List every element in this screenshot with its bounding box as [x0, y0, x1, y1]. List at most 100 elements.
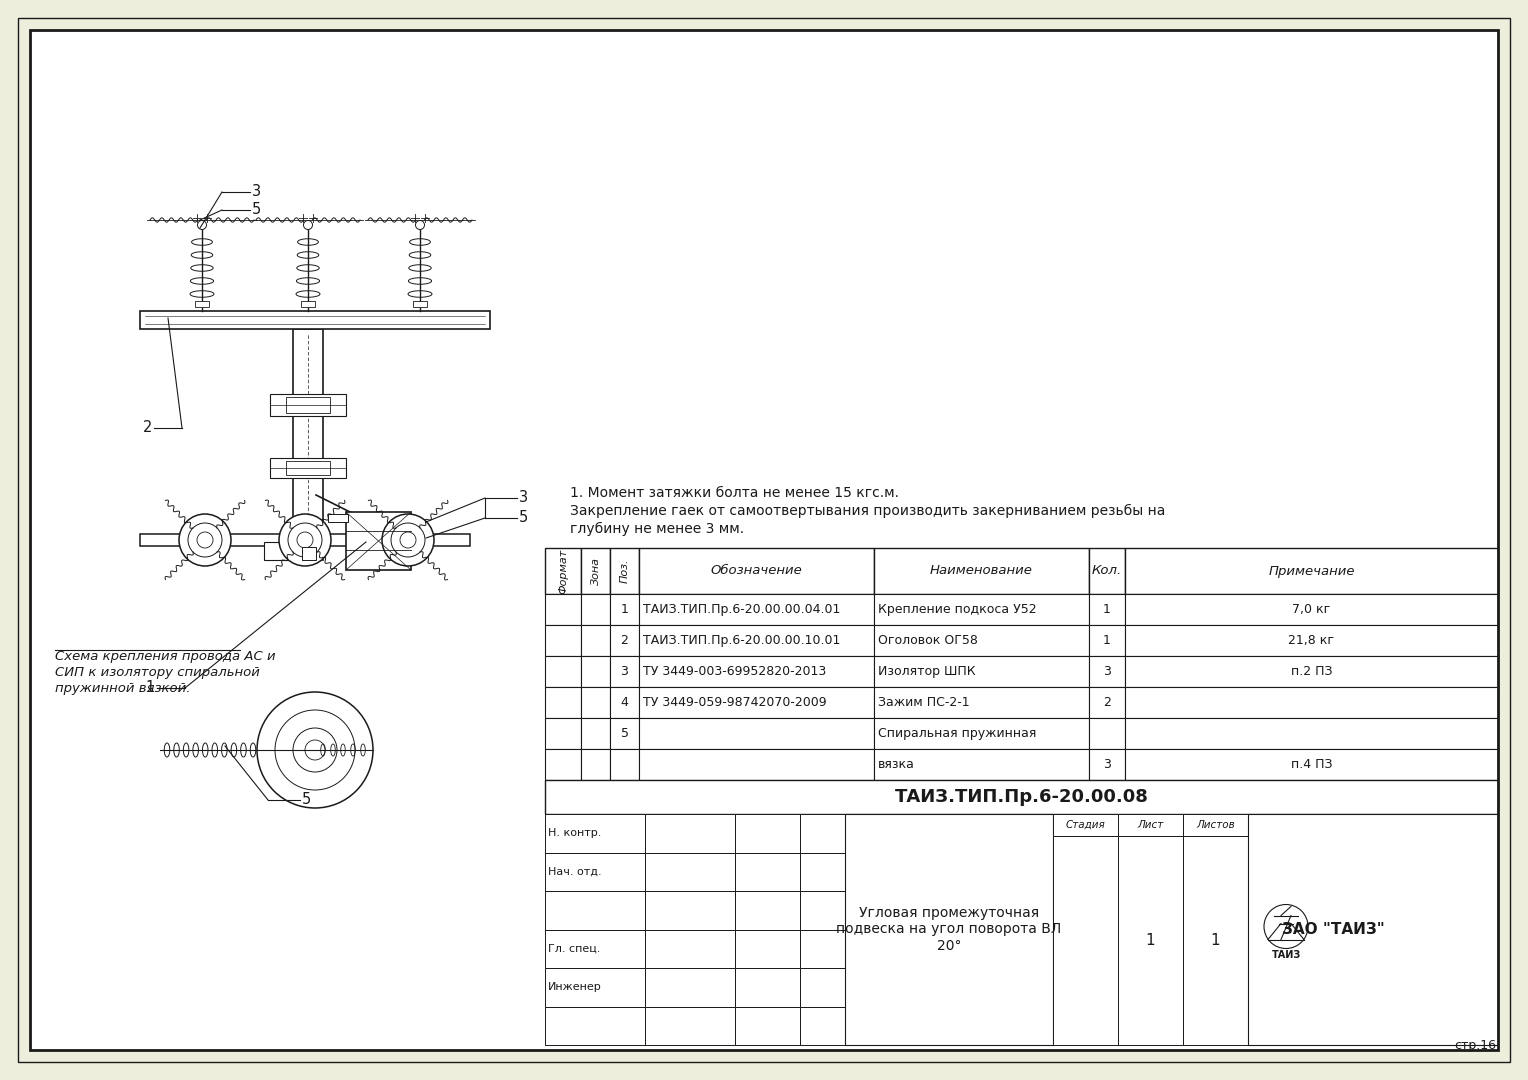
Bar — [801, 968, 845, 1007]
Text: 1. Момент затяжки болта не менее 15 кгс.м.: 1. Момент затяжки болта не менее 15 кгс.… — [570, 486, 898, 500]
Text: 4: 4 — [620, 696, 628, 708]
Bar — [413, 301, 426, 307]
Bar — [545, 852, 645, 891]
Circle shape — [179, 514, 231, 566]
Bar — [581, 548, 610, 594]
Bar — [874, 656, 1089, 687]
Bar — [874, 718, 1089, 750]
Text: Изолятор ШПК: Изолятор ШПК — [879, 665, 975, 678]
Bar — [1183, 814, 1248, 836]
Circle shape — [306, 740, 325, 760]
Bar — [1089, 548, 1125, 594]
Text: Поз.: Поз. — [619, 558, 630, 583]
Bar — [545, 625, 581, 656]
Bar — [545, 594, 581, 625]
Circle shape — [197, 532, 212, 548]
Circle shape — [287, 523, 322, 557]
Text: 5: 5 — [620, 727, 628, 740]
Bar — [270, 394, 345, 416]
Text: Схема крепления провода АС и: Схема крепления провода АС и — [55, 650, 275, 663]
Bar — [1125, 687, 1497, 718]
Text: ЗАО "ТАИЗ": ЗАО "ТАИЗ" — [1282, 922, 1384, 937]
Bar — [1183, 836, 1248, 1045]
Bar — [1053, 814, 1118, 836]
Bar — [293, 329, 322, 561]
Bar — [639, 656, 874, 687]
Text: Инженер: Инженер — [549, 982, 602, 993]
Text: Закрепление гаек от самоотвертывания производить закерниванием резьбы на: Закрепление гаек от самоотвертывания про… — [570, 504, 1166, 518]
Bar — [735, 814, 801, 852]
Bar — [1089, 656, 1125, 687]
Text: Обозначение: Обозначение — [711, 565, 802, 578]
Bar — [270, 458, 345, 478]
Circle shape — [293, 728, 338, 772]
Circle shape — [296, 532, 313, 548]
Text: Наименование: Наименование — [931, 565, 1033, 578]
Bar — [610, 656, 639, 687]
Bar — [610, 548, 639, 594]
Bar — [581, 656, 610, 687]
Text: Примечание: Примечание — [1268, 565, 1355, 578]
Bar — [545, 1007, 645, 1045]
Text: 3: 3 — [252, 185, 261, 200]
Bar — [801, 930, 845, 968]
Bar — [645, 891, 735, 930]
Circle shape — [391, 523, 425, 557]
Bar — [545, 548, 581, 594]
Bar — [1125, 718, 1497, 750]
Bar — [141, 534, 471, 546]
Bar — [303, 546, 316, 561]
Text: Нач. отд.: Нач. отд. — [549, 867, 602, 877]
Bar — [735, 1007, 801, 1045]
Text: 2: 2 — [142, 420, 151, 435]
Bar — [801, 891, 845, 930]
Text: Стадия: Стадия — [1065, 820, 1105, 831]
Text: 2: 2 — [1103, 696, 1111, 708]
Bar — [610, 594, 639, 625]
Bar — [735, 852, 801, 891]
Text: пружинной вязкой.: пружинной вязкой. — [55, 681, 191, 696]
Bar — [1053, 836, 1118, 1045]
Bar — [1118, 814, 1183, 836]
Bar — [639, 750, 874, 780]
Bar — [345, 512, 411, 570]
Bar — [735, 968, 801, 1007]
Text: 1: 1 — [620, 603, 628, 616]
Text: Гл. спец.: Гл. спец. — [549, 944, 601, 954]
Bar — [1118, 836, 1183, 1045]
Bar — [1125, 625, 1497, 656]
Bar — [645, 968, 735, 1007]
Text: ТАИЗ.ТИП.Пр.6-20.00.00.10.01: ТАИЗ.ТИП.Пр.6-20.00.00.10.01 — [643, 634, 840, 647]
Text: 3: 3 — [1103, 665, 1111, 678]
Bar — [801, 1007, 845, 1045]
Bar — [1125, 656, 1497, 687]
Text: Листов: Листов — [1196, 820, 1235, 831]
Bar — [581, 687, 610, 718]
Bar — [610, 750, 639, 780]
Bar — [645, 1007, 735, 1045]
Text: Спиральная пружинная: Спиральная пружинная — [879, 727, 1036, 740]
Circle shape — [400, 532, 416, 548]
Bar — [581, 750, 610, 780]
Bar — [545, 687, 581, 718]
Bar — [1089, 750, 1125, 780]
Text: 1: 1 — [1103, 603, 1111, 616]
Circle shape — [416, 220, 425, 230]
Bar — [801, 814, 845, 852]
Bar — [1089, 687, 1125, 718]
Circle shape — [257, 692, 373, 808]
Bar — [610, 687, 639, 718]
Text: Кол.: Кол. — [1093, 565, 1122, 578]
Text: Оголовок ОГ58: Оголовок ОГ58 — [879, 634, 978, 647]
Bar — [610, 625, 639, 656]
Bar — [329, 514, 348, 522]
Text: Н. контр.: Н. контр. — [549, 828, 602, 838]
Text: глубину не менее 3 мм.: глубину не менее 3 мм. — [570, 522, 744, 536]
Text: Зажим ПС-2-1: Зажим ПС-2-1 — [879, 696, 970, 708]
Text: СИП к изолятору спиральной: СИП к изолятору спиральной — [55, 666, 260, 679]
Text: ТАИЗ.ТИП.Пр.6-20.00.00.04.01: ТАИЗ.ТИП.Пр.6-20.00.00.04.01 — [643, 603, 840, 616]
Bar — [286, 397, 330, 413]
Bar — [545, 814, 645, 852]
Text: 3: 3 — [620, 665, 628, 678]
Circle shape — [275, 710, 354, 789]
